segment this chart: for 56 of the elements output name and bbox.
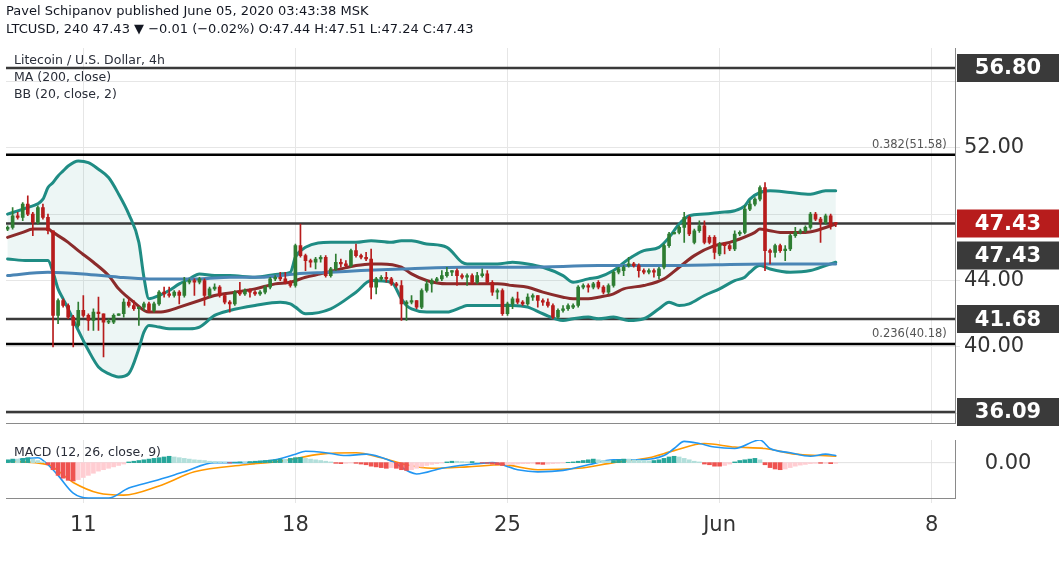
bar	[656, 459, 662, 463]
x-tick-label: 8	[924, 512, 939, 537]
x-tick-label: 25	[494, 512, 521, 537]
annotation: MA (200, close)	[14, 69, 112, 85]
line-series	[6, 262, 838, 281]
x-tick-label: 11	[69, 512, 97, 537]
ref-line-label: 47.43	[974, 243, 1042, 268]
candlestick	[344, 260, 348, 268]
bar	[651, 460, 657, 463]
x-tick-label: 18	[282, 512, 309, 537]
bar	[262, 460, 268, 463]
chart-subtitle: LTCUSD, 240 47.43 ▼ −0.01 (−0.02%) O:47.44 H:47.51 L:47.24 C:47.43	[6, 21, 474, 37]
bar	[389, 462, 394, 468]
bar	[757, 459, 763, 463]
text: 47.43	[974, 211, 1042, 236]
candlestick	[278, 271, 283, 281]
candlestick	[227, 300, 232, 313]
bar	[20, 458, 26, 463]
bar	[141, 459, 147, 463]
bar	[363, 462, 369, 466]
line-series	[6, 159, 838, 301]
bar	[282, 459, 288, 463]
bar	[10, 458, 15, 463]
ref-line-label: 41.68	[974, 306, 1042, 331]
bar	[762, 462, 768, 466]
bar	[383, 462, 389, 469]
annotation: 0.236(40.18)	[871, 326, 947, 341]
ref-line-label: 36.09	[974, 399, 1042, 424]
y-tick-label: 40.00	[964, 333, 1025, 358]
bar	[156, 457, 162, 463]
x-tick-label: Jun	[701, 512, 736, 537]
bar	[15, 458, 21, 463]
annotation: Litecoin / U.S. Dollar, 4h	[14, 52, 165, 68]
candlestick	[626, 256, 631, 268]
bar	[30, 458, 36, 463]
ref-line-label: 56.80	[974, 55, 1042, 80]
y-tick-label: 52.00	[964, 134, 1025, 159]
bar	[767, 462, 773, 468]
candlestick	[384, 271, 389, 283]
candlestick	[339, 258, 343, 268]
candlestick	[465, 273, 469, 286]
candlestick	[137, 306, 141, 326]
line-series	[6, 257, 838, 379]
bar	[70, 462, 76, 482]
annotation: 0.382(51.58)	[871, 136, 947, 151]
bar	[55, 462, 61, 476]
y-tick-label: 44.00	[964, 267, 1025, 291]
bar	[277, 458, 283, 463]
annotation: MACD (12, 26, close, 9)	[14, 444, 161, 460]
bar	[45, 462, 51, 466]
candlestick	[783, 245, 788, 261]
bar	[535, 462, 541, 465]
annotation: BB (20, close, 2)	[14, 86, 117, 102]
candlestick	[238, 281, 242, 296]
chart-title: Pavel Schipanov published June 05, 2020 03:43:38 MSK	[6, 3, 369, 19]
ref-line-label: 0.00	[984, 450, 1032, 475]
